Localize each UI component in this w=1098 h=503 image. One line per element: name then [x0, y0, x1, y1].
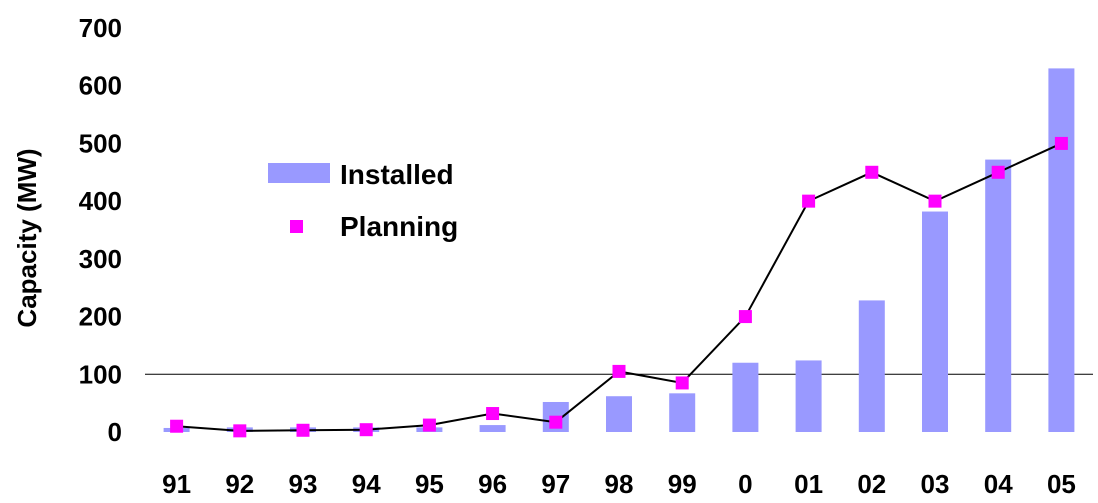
- y-tick-label: 300: [79, 244, 122, 274]
- bar-installed-96: [479, 425, 506, 432]
- marker-planning-96: [486, 407, 500, 421]
- marker-planning-97: [549, 415, 563, 429]
- x-tick-label: 96: [478, 469, 507, 499]
- x-tick-label: 97: [541, 469, 570, 499]
- y-tick-label: 500: [79, 128, 122, 158]
- x-tick-label: 98: [605, 469, 634, 499]
- legend-swatch-installed: [268, 163, 330, 183]
- y-axis-title: Capacity (MW): [12, 148, 42, 327]
- y-tick-label: 400: [79, 186, 122, 216]
- installed-bars: [163, 68, 1075, 433]
- x-tick-label: 93: [289, 469, 318, 499]
- planning-markers: [170, 136, 1068, 438]
- x-tick-label: 94: [352, 469, 381, 499]
- x-tick-labels: 91 92 93 94 95 96 97 98 99 0 01 02 03 04 05: [162, 469, 1076, 499]
- marker-planning-91: [170, 419, 184, 433]
- marker-planning-05: [1054, 136, 1068, 150]
- x-tick-label: 99: [668, 469, 697, 499]
- marker-planning-99: [675, 376, 689, 390]
- bar-installed-03: [922, 211, 948, 432]
- y-tick-label: 100: [79, 359, 122, 389]
- legend-swatch-planning: [290, 220, 303, 233]
- marker-planning-0: [738, 310, 752, 324]
- x-tick-label: 91: [162, 469, 191, 499]
- x-tick-label: 04: [984, 469, 1013, 499]
- x-tick-label: 02: [857, 469, 886, 499]
- legend-label-planning: Planning: [340, 211, 458, 242]
- marker-planning-02: [865, 165, 879, 179]
- y-tick-label: 200: [79, 302, 122, 332]
- legend: Installed Planning: [268, 159, 458, 242]
- marker-planning-92: [233, 424, 247, 438]
- x-tick-label: 92: [225, 469, 254, 499]
- marker-planning-98: [612, 364, 626, 378]
- bar-installed-04: [985, 159, 1012, 433]
- bar-installed-98: [606, 396, 632, 432]
- y-tick-labels: 0 100 200 300 400 500 600 700: [79, 13, 122, 447]
- marker-planning-03: [928, 194, 942, 208]
- marker-planning-93: [296, 423, 310, 437]
- x-tick-label: 95: [415, 469, 444, 499]
- y-tick-label: 0: [108, 417, 122, 447]
- x-tick-label: 0: [738, 469, 752, 499]
- bar-installed-01: [795, 360, 822, 432]
- bar-installed-99: [669, 393, 696, 432]
- y-tick-label: 600: [79, 71, 122, 101]
- marker-planning-01: [802, 194, 816, 208]
- y-tick-label: 700: [79, 13, 122, 43]
- x-tick-label: 05: [1047, 469, 1076, 499]
- bar-installed-05: [1048, 68, 1075, 433]
- marker-planning-95: [422, 418, 436, 432]
- x-tick-label: 01: [794, 469, 823, 499]
- x-tick-label: 03: [921, 469, 950, 499]
- marker-planning-04: [991, 165, 1005, 179]
- bar-installed-02: [858, 300, 885, 432]
- legend-label-installed: Installed: [340, 159, 454, 190]
- marker-planning-94: [359, 423, 373, 437]
- bar-installed-0: [732, 362, 759, 432]
